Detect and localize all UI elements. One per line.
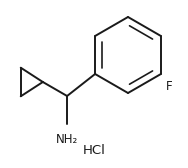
- Text: F: F: [166, 80, 173, 93]
- Text: NH₂: NH₂: [56, 133, 78, 146]
- Text: HCl: HCl: [83, 143, 105, 157]
